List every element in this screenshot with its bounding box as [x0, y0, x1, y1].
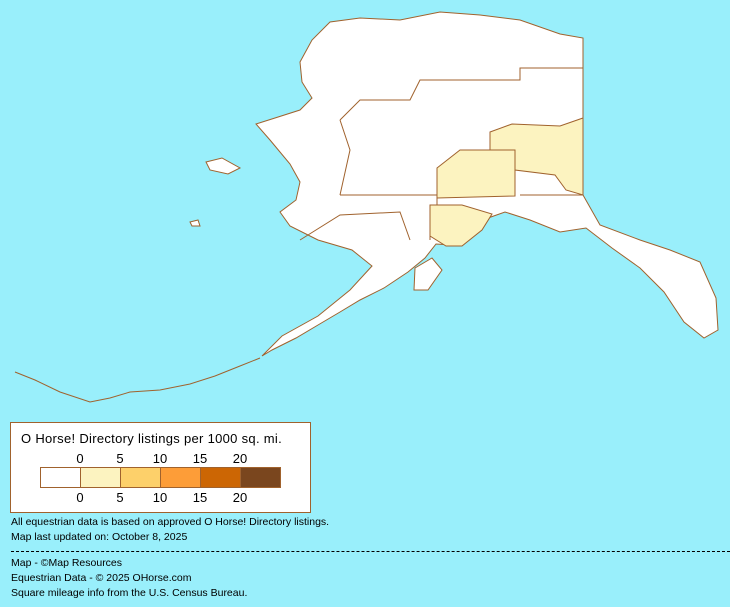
legend-swatch [241, 468, 280, 487]
legend: O Horse! Directory listings per 1000 sq.… [10, 422, 311, 513]
legend-bottom-tick: 0 [76, 490, 84, 505]
legend-bottom-tick: 5 [116, 490, 124, 505]
alaska-map [14, 11, 719, 403]
legend-swatch [121, 468, 161, 487]
divider [11, 551, 730, 552]
yellow-region-kenai[interactable] [429, 204, 493, 247]
legend-swatch [41, 468, 81, 487]
legend-swatch [201, 468, 241, 487]
updated-note: Map last updated on: October 8, 2025 [11, 531, 188, 543]
census-credit: Square mileage info from the U.S. Census… [11, 587, 248, 599]
st-lawrence-island[interactable] [205, 157, 242, 175]
legend-bottom-tick: 20 [232, 490, 248, 505]
legend-bottom-tick: 15 [192, 490, 208, 505]
legend-top-tick: 20 [232, 451, 248, 466]
legend-top-tick: 15 [192, 451, 208, 466]
legend-title: O Horse! Directory listings per 1000 sq.… [21, 431, 283, 446]
legend-swatch [161, 468, 201, 487]
legend-top-tick: 10 [152, 451, 168, 466]
data-credit: Equestrian Data - © 2025 OHorse.com [11, 572, 192, 584]
legend-bottom-tick: 10 [152, 490, 168, 505]
legend-top-tick: 0 [76, 451, 84, 466]
legend-color-bar [40, 467, 281, 488]
data-basis-note: All equestrian data is based on approved… [11, 516, 330, 528]
kodiak-island[interactable] [413, 257, 443, 291]
yellow-region-central[interactable] [436, 149, 516, 199]
aleutian-islands [14, 357, 261, 403]
map-credit: Map - ©Map Resources [11, 557, 123, 569]
legend-top-tick: 5 [116, 451, 124, 466]
legend-swatch [81, 468, 121, 487]
